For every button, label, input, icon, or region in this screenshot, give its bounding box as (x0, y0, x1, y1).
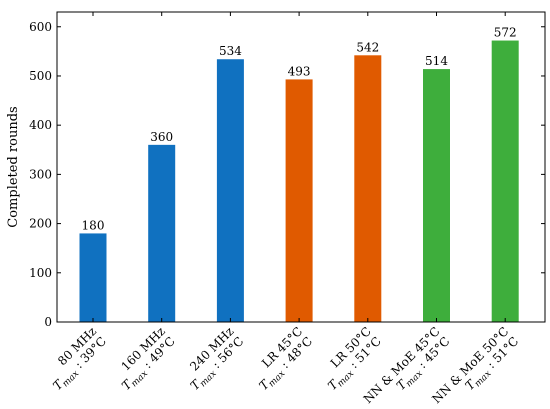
data-label-4: 542 (356, 40, 379, 54)
y-tick-label-2: 200 (29, 217, 52, 231)
bar-0 (79, 233, 107, 322)
plot-frame (56, 11, 546, 323)
y-tick-label-6: 600 (29, 20, 52, 34)
data-label-6: 572 (494, 26, 517, 40)
y-tick-label-0: 0 (44, 315, 52, 329)
y-axis-title: Completed rounds (6, 106, 21, 227)
y-tick-label-3: 300 (29, 167, 52, 181)
bars-layer (79, 40, 519, 323)
bar-5 (423, 69, 450, 322)
y-tick-label-1: 100 (29, 266, 52, 280)
data-label-1: 360 (150, 130, 173, 144)
y-tick-label-5: 500 (29, 69, 52, 83)
bar-2 (216, 59, 244, 322)
bar-3 (285, 79, 313, 323)
bar-4 (354, 55, 382, 323)
data-label-3: 493 (288, 64, 311, 78)
data-label-5: 514 (425, 54, 448, 68)
y-tick-label-4: 400 (29, 118, 52, 132)
bar-6 (491, 40, 519, 323)
bar-1 (148, 144, 176, 322)
data-label-2: 534 (219, 44, 242, 58)
data-label-0: 180 (82, 218, 105, 232)
data-labels-layer: 180 360 534 493 542 514 572 (82, 26, 517, 233)
